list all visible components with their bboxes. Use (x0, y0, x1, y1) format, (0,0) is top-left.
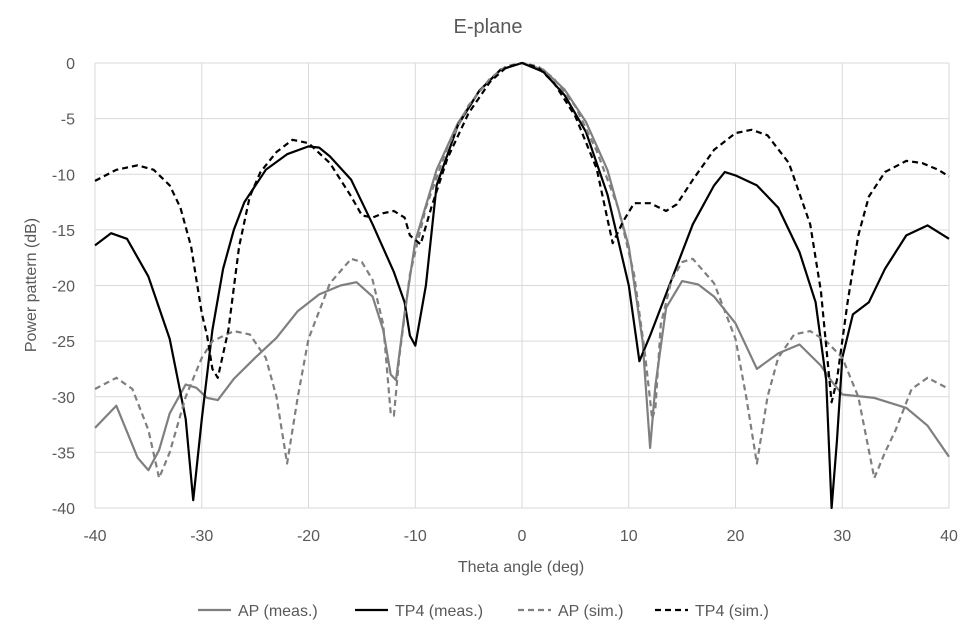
y-tick-label: -35 (52, 445, 75, 462)
y-tick-label: 0 (66, 56, 75, 73)
legend-label: TP4 (meas.) (395, 603, 483, 620)
legend-label: TP4 (sim.) (695, 603, 769, 620)
y-axis-label: Power pattern (dB) (23, 218, 40, 352)
y-tick-label: -20 (52, 279, 75, 296)
x-tick-label: -40 (83, 528, 106, 545)
x-tick-label: 10 (620, 528, 638, 545)
y-tick-label: -40 (52, 501, 75, 518)
x-tick-label: 0 (518, 528, 527, 545)
tick-labels: 0 -5 -10 -15 -20 -25 -30 -35 -40 -40 -30 -20 -10 0 10 2… (52, 56, 958, 545)
chart-title: E-plane (454, 16, 523, 38)
x-tick-label: -30 (190, 528, 213, 545)
legend-label: AP (meas.) (238, 603, 318, 620)
y-tick-label: -25 (52, 334, 75, 351)
y-tick-label: -15 (52, 223, 75, 240)
x-tick-label: 20 (727, 528, 745, 545)
x-tick-label: 40 (940, 528, 958, 545)
y-tick-label: -30 (52, 390, 75, 407)
y-tick-label: -5 (61, 112, 75, 129)
y-tick-label: -10 (52, 167, 75, 184)
x-axis-label: Theta angle (deg) (458, 559, 584, 576)
legend: AP (meas.) TP4 (meas.) AP (sim.) TP4 (sim.) (198, 603, 769, 620)
series-lines (94, 61, 950, 510)
series-line-4 (94, 61, 950, 404)
x-tick-label: 30 (833, 528, 851, 545)
grid (94, 62, 950, 509)
x-tick-label: -10 (404, 528, 427, 545)
legend-label: AP (sim.) (558, 603, 623, 620)
x-tick-label: -20 (297, 528, 320, 545)
